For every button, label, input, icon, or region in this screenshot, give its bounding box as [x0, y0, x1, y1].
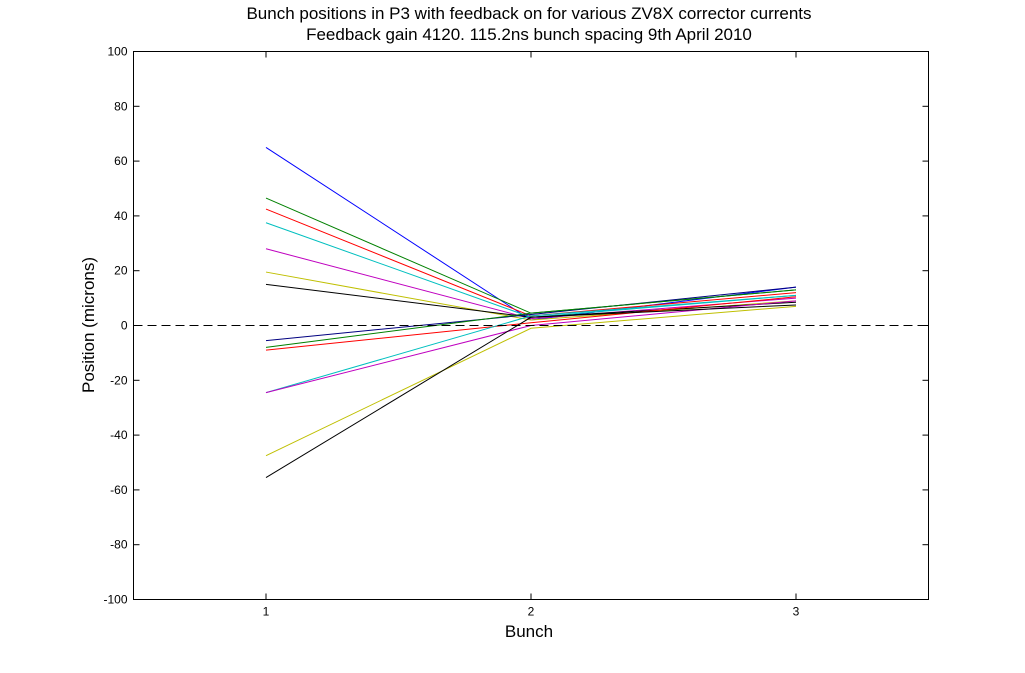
x-tick-label: 2 [528, 605, 535, 619]
y-tick-label: -40 [110, 428, 128, 442]
y-tick-label: 100 [107, 45, 127, 59]
series-line-14 [265, 304, 797, 478]
series-line-11 [265, 294, 797, 394]
series-line-10 [265, 296, 797, 351]
chart-subtitle: Feedback gain 4120. 115.2ns bunch spacin… [306, 25, 752, 44]
y-tick-label: -60 [110, 483, 128, 497]
y-tick-label: 40 [114, 209, 128, 223]
x-axis-label: Bunch [505, 622, 553, 641]
series-group [265, 146, 797, 478]
series-line-9 [265, 289, 797, 348]
y-tick-label: 0 [121, 319, 128, 333]
y-tick-label: -20 [110, 373, 128, 387]
ticks-group: -100 -80 -60 -40 -20 0 20 40 60 80 100 1 2 3 [103, 45, 929, 619]
y-tick-label: -80 [110, 538, 128, 552]
series-line-13 [265, 305, 797, 457]
series-line-8 [265, 286, 797, 342]
y-tick-label: 20 [114, 264, 128, 278]
x-tick-label: 3 [793, 605, 800, 619]
x-tick-label: 1 [263, 605, 270, 619]
y-tick-label: 80 [114, 99, 128, 113]
y-tick-label: 60 [114, 154, 128, 168]
y-tick-label: -100 [103, 593, 127, 607]
chart-title: Bunch positions in P3 with feedback on f… [246, 4, 811, 23]
y-axis-label: Position (microns) [79, 257, 98, 393]
